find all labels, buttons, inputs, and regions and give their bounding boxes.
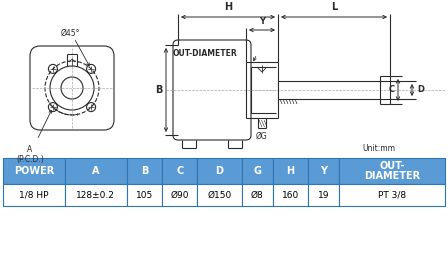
Text: A
(P.C.D.): A (P.C.D.)	[16, 145, 44, 164]
Text: ØG: ØG	[256, 132, 268, 141]
Text: A: A	[92, 166, 99, 176]
Text: Ø150: Ø150	[207, 191, 232, 200]
Bar	[241, 184, 273, 206]
Bar	[273, 184, 308, 206]
Text: 19: 19	[318, 191, 329, 200]
Text: Ø90: Ø90	[171, 191, 189, 200]
Bar	[3, 184, 65, 206]
Text: PT 3/8: PT 3/8	[378, 191, 406, 200]
Text: Unit:mm: Unit:mm	[362, 144, 395, 153]
Bar	[273, 158, 308, 184]
Text: Ø8: Ø8	[251, 191, 263, 200]
Text: C: C	[389, 86, 395, 94]
FancyBboxPatch shape	[173, 40, 251, 140]
Bar	[127, 184, 162, 206]
Bar	[339, 184, 445, 206]
FancyBboxPatch shape	[30, 46, 114, 130]
Text: 160: 160	[282, 191, 299, 200]
Bar	[339, 158, 445, 184]
Bar	[308, 158, 339, 184]
Text: OUT-DIAMETER: OUT-DIAMETER	[173, 49, 238, 59]
Text: D: D	[215, 166, 224, 176]
Text: H: H	[286, 166, 294, 176]
Bar	[127, 158, 162, 184]
Text: 105: 105	[136, 191, 153, 200]
Text: H: H	[224, 2, 232, 12]
Text: L: L	[331, 2, 337, 12]
Bar	[198, 184, 241, 206]
Text: OUT-
DIAMETER: OUT- DIAMETER	[364, 161, 420, 181]
Bar	[65, 184, 127, 206]
Bar	[65, 158, 127, 184]
Text: POWER: POWER	[14, 166, 54, 176]
Text: C: C	[176, 166, 183, 176]
Bar	[198, 158, 241, 184]
Bar	[308, 184, 339, 206]
Text: 128±0.2: 128±0.2	[76, 191, 115, 200]
Text: B: B	[141, 166, 148, 176]
Bar	[3, 158, 65, 184]
Text: B: B	[155, 85, 162, 95]
Text: 1/8 HP: 1/8 HP	[19, 191, 49, 200]
Bar	[162, 184, 198, 206]
Text: Ø45°: Ø45°	[60, 29, 80, 38]
Text: Y: Y	[320, 166, 327, 176]
Text: G: G	[253, 166, 261, 176]
Text: Y: Y	[259, 17, 265, 26]
Bar	[162, 158, 198, 184]
Bar	[241, 158, 273, 184]
Text: D: D	[417, 86, 424, 94]
